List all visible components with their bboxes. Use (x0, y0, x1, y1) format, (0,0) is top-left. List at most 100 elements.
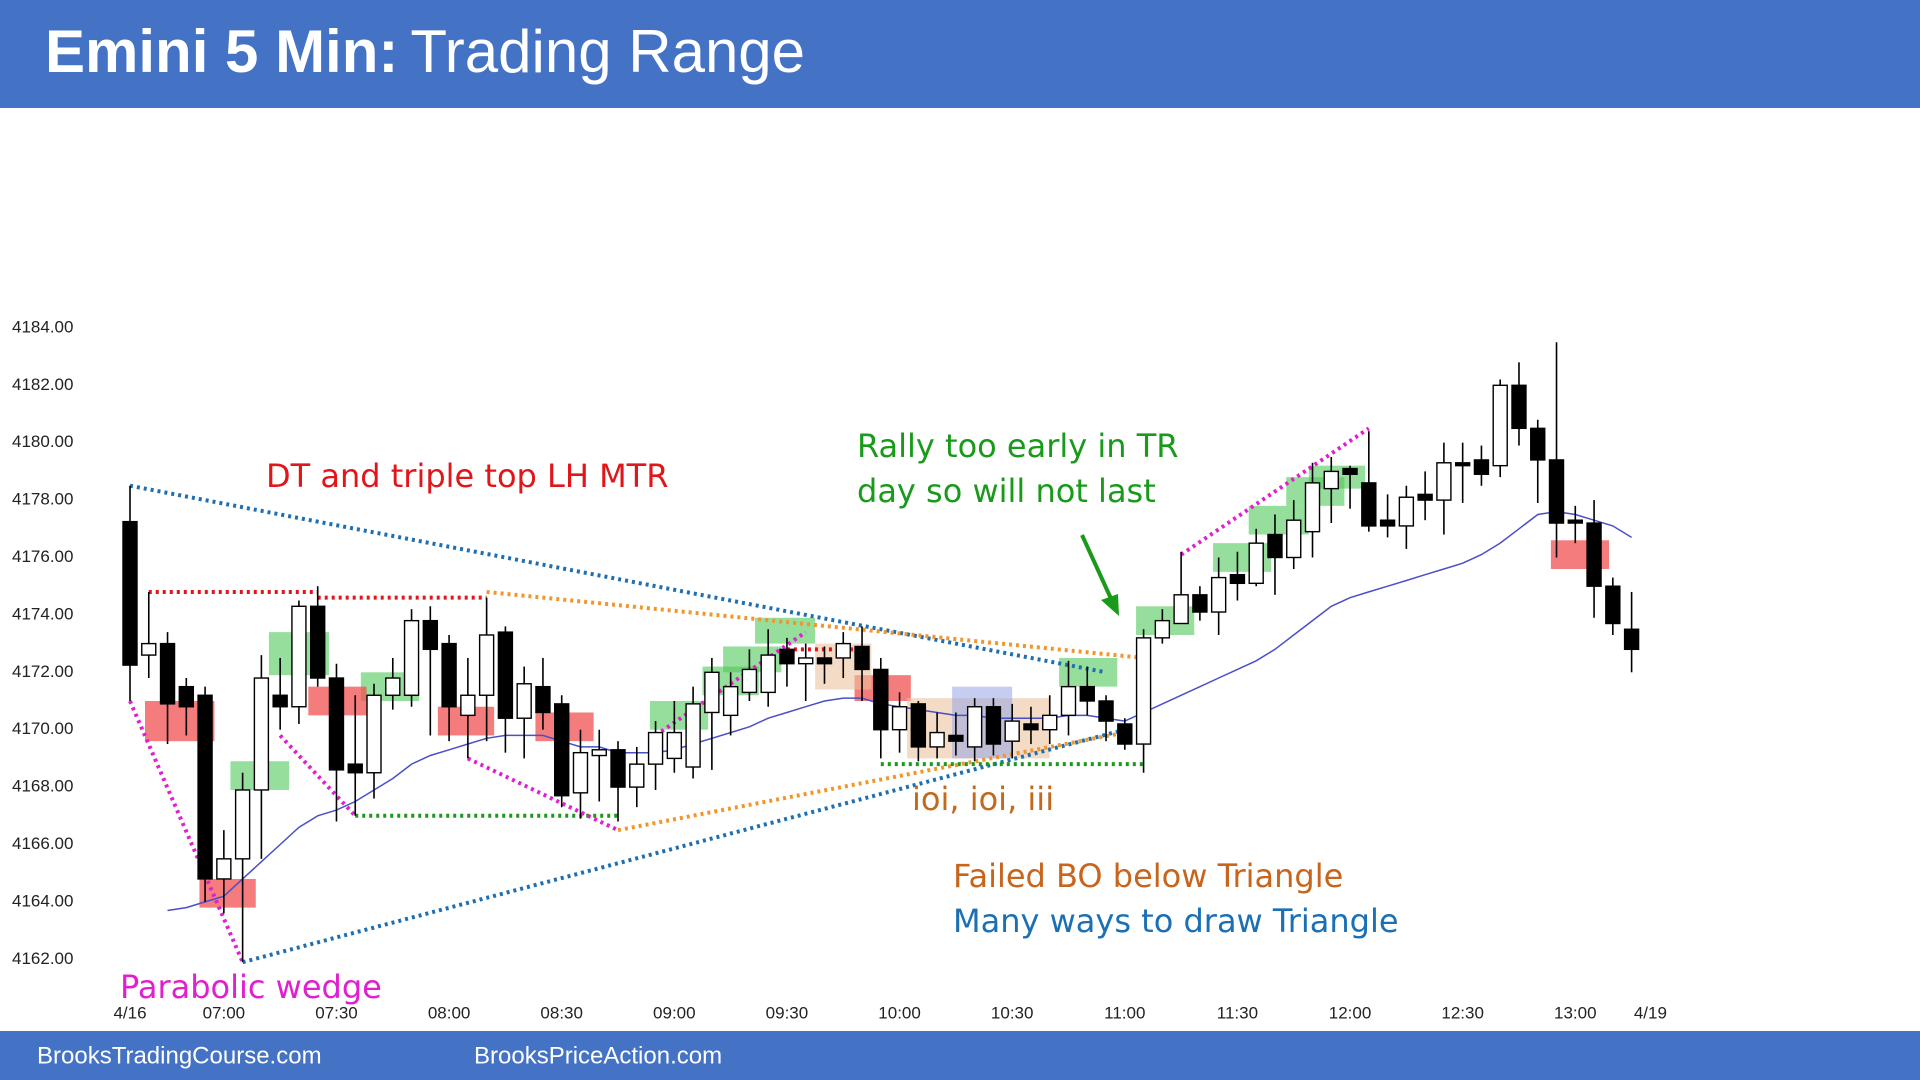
candle-body (891, 706, 908, 731)
annotation: Failed BO below Triangle (953, 857, 1343, 895)
candle-body (835, 642, 851, 659)
candle-body (328, 677, 345, 771)
candle-body (591, 749, 607, 757)
candle-body (779, 648, 795, 665)
candle-body (798, 657, 814, 665)
header-bar (0, 0, 1920, 108)
candle-body (460, 694, 476, 717)
candle-body (347, 763, 363, 774)
x-tick-label: 09:30 (766, 1003, 809, 1022)
x-tick-label: 11:00 (1104, 1003, 1145, 1022)
footer-link: BrooksPriceAction.com (474, 1042, 722, 1069)
candle-body (178, 685, 195, 708)
candle-body (1210, 576, 1227, 613)
candle-body (966, 706, 983, 748)
y-tick-label: 4184.00 (12, 317, 73, 336)
subtitle: Trading Range (410, 18, 805, 85)
x-tick-label: 07:30 (315, 1003, 358, 1022)
y-tick-label: 4178.00 (12, 490, 73, 509)
axes: 4162.00 4164.00 4166.00 4168.00 4170.00 4172.… (12, 317, 1667, 1022)
y-tick-label: 4180.00 (12, 432, 73, 451)
candle-body (403, 619, 420, 696)
candle-body (216, 858, 232, 880)
candle-body (1623, 628, 1640, 651)
trendline (242, 727, 1126, 965)
x-tick-label: 10:30 (991, 1003, 1034, 1022)
y-tick-label: 4170.00 (12, 719, 73, 738)
candle-body (1173, 594, 1189, 625)
candle-body (1023, 723, 1039, 731)
candle-body (629, 763, 645, 788)
candle-body (497, 631, 514, 719)
candle-body (647, 731, 664, 765)
candle-body (1117, 723, 1133, 745)
candle-body (1079, 685, 1095, 702)
y-tick-label: 4172.00 (12, 662, 73, 681)
trendline (466, 756, 619, 832)
y-tick-label: 4166.00 (12, 834, 73, 853)
candle-body (873, 668, 889, 731)
candle-body (741, 668, 758, 694)
candle-body (816, 657, 833, 665)
x-tick-label: 11:30 (1217, 1003, 1258, 1022)
candle-body (1605, 585, 1621, 625)
y-tick-label: 4174.00 (12, 604, 73, 623)
candle-body (1492, 384, 1508, 467)
candle-body (535, 685, 551, 714)
footer-bar (0, 1031, 1920, 1080)
title: Emini 5 Min: (45, 18, 398, 85)
candle-body (291, 605, 307, 708)
annotation: ioi, ioi, iii (912, 780, 1054, 818)
arrow (1080, 534, 1119, 616)
candle-body (1567, 519, 1583, 524)
candle-body (1248, 542, 1264, 585)
candle-body (478, 634, 495, 696)
candle-body (1511, 384, 1527, 430)
candle-body (197, 694, 213, 880)
candle-body (1361, 482, 1377, 527)
candle-body (854, 645, 870, 671)
y-tick-label: 4168.00 (12, 777, 73, 796)
highlight-zone (755, 617, 816, 644)
x-tick-label: 08:30 (540, 1003, 583, 1022)
candle-body (910, 703, 927, 748)
footer-link: BrooksTradingCourse.com (37, 1042, 322, 1069)
candle-body (1004, 720, 1020, 742)
candle-body (1154, 619, 1171, 639)
candle-body (704, 671, 720, 714)
y-tick-label: 4162.00 (12, 949, 73, 968)
candle-body (948, 734, 964, 742)
candle-body (1192, 594, 1208, 613)
candle-body (1548, 459, 1565, 524)
candle-body (1323, 470, 1339, 490)
candle-body (1060, 685, 1077, 717)
candle-body (159, 642, 176, 705)
x-tick-label: 09:00 (653, 1003, 696, 1022)
annotation: Parabolic wedge (120, 968, 382, 1006)
candle-body (929, 731, 945, 748)
candle-body (554, 703, 570, 797)
candle-body (1398, 496, 1415, 527)
candle-body (1342, 467, 1358, 475)
candle-body (760, 654, 776, 694)
annotation: DT and triple top LH MTR (266, 457, 668, 495)
x-tick-label: 12:00 (1329, 1003, 1372, 1022)
candle-body (1417, 493, 1433, 501)
x-tick-label: 08:00 (428, 1003, 471, 1022)
candle-body (310, 605, 326, 679)
candle-body (572, 751, 589, 794)
annotation: Many ways to draw Triangle (953, 902, 1399, 940)
trendline (278, 734, 357, 818)
candle-body (516, 683, 532, 719)
chart-title: Emini 5 Min: Trading Range (45, 18, 805, 85)
candle-body (422, 619, 439, 651)
candle-body (1042, 714, 1058, 731)
candles (122, 342, 1640, 963)
trendline (617, 730, 1126, 833)
candle-body (272, 694, 288, 708)
trendline (129, 483, 1107, 675)
candle-body (234, 789, 251, 860)
candle-body (985, 706, 1002, 745)
candle-body (1379, 519, 1396, 527)
